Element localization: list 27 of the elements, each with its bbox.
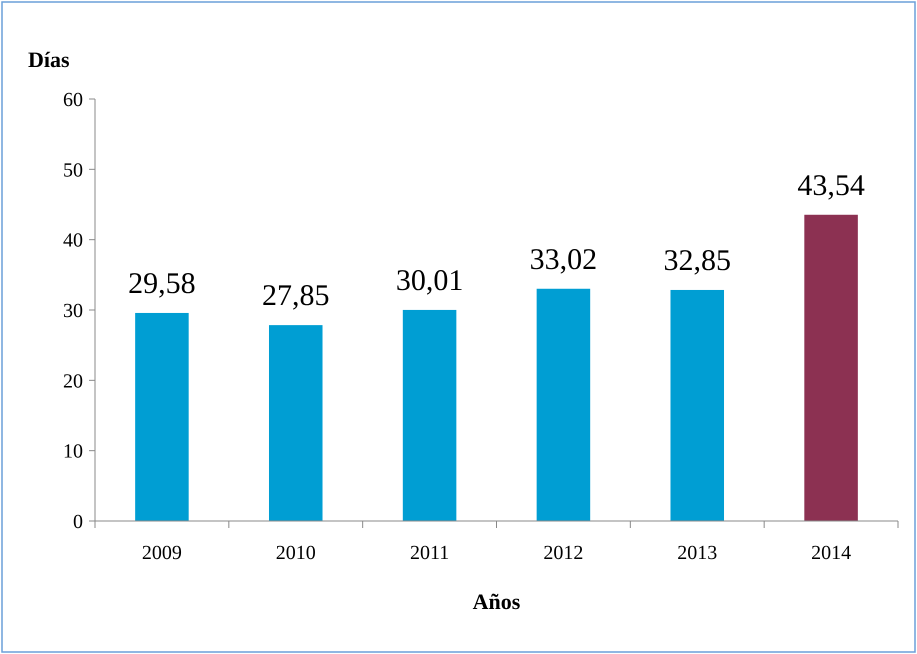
x-tick-label: 2012 <box>543 542 584 564</box>
x-tick-label: 2011 <box>410 542 450 564</box>
data-label: 43,54 <box>797 168 865 202</box>
y-tick-label: 30 <box>63 300 83 322</box>
bar <box>135 312 189 521</box>
bar <box>536 288 590 521</box>
y-tick-label: 60 <box>63 89 83 111</box>
data-label: 32,85 <box>664 244 731 277</box>
bar <box>670 290 724 521</box>
y-tick-label: 20 <box>63 370 83 392</box>
x-tick-label: 2013 <box>677 542 718 564</box>
y-tick-label: 40 <box>63 230 83 252</box>
bar <box>402 310 456 521</box>
bar <box>804 214 858 521</box>
bar <box>268 325 323 521</box>
x-axis-title: Años <box>472 589 521 614</box>
x-tick-label: 2014 <box>811 542 852 564</box>
y-tick-label: 10 <box>63 440 83 463</box>
data-label: 30,01 <box>396 264 464 297</box>
x-tick-label: 2010 <box>276 542 316 564</box>
data-label: 33,02 <box>530 242 598 276</box>
y-tick-label: 50 <box>63 159 83 182</box>
data-label: 27,85 <box>262 279 330 312</box>
y-tick-label: 0 <box>73 511 83 533</box>
data-label: 29,58 <box>128 266 196 300</box>
x-tick-label: 2009 <box>142 542 182 564</box>
y-axis-title: Días <box>28 47 70 72</box>
